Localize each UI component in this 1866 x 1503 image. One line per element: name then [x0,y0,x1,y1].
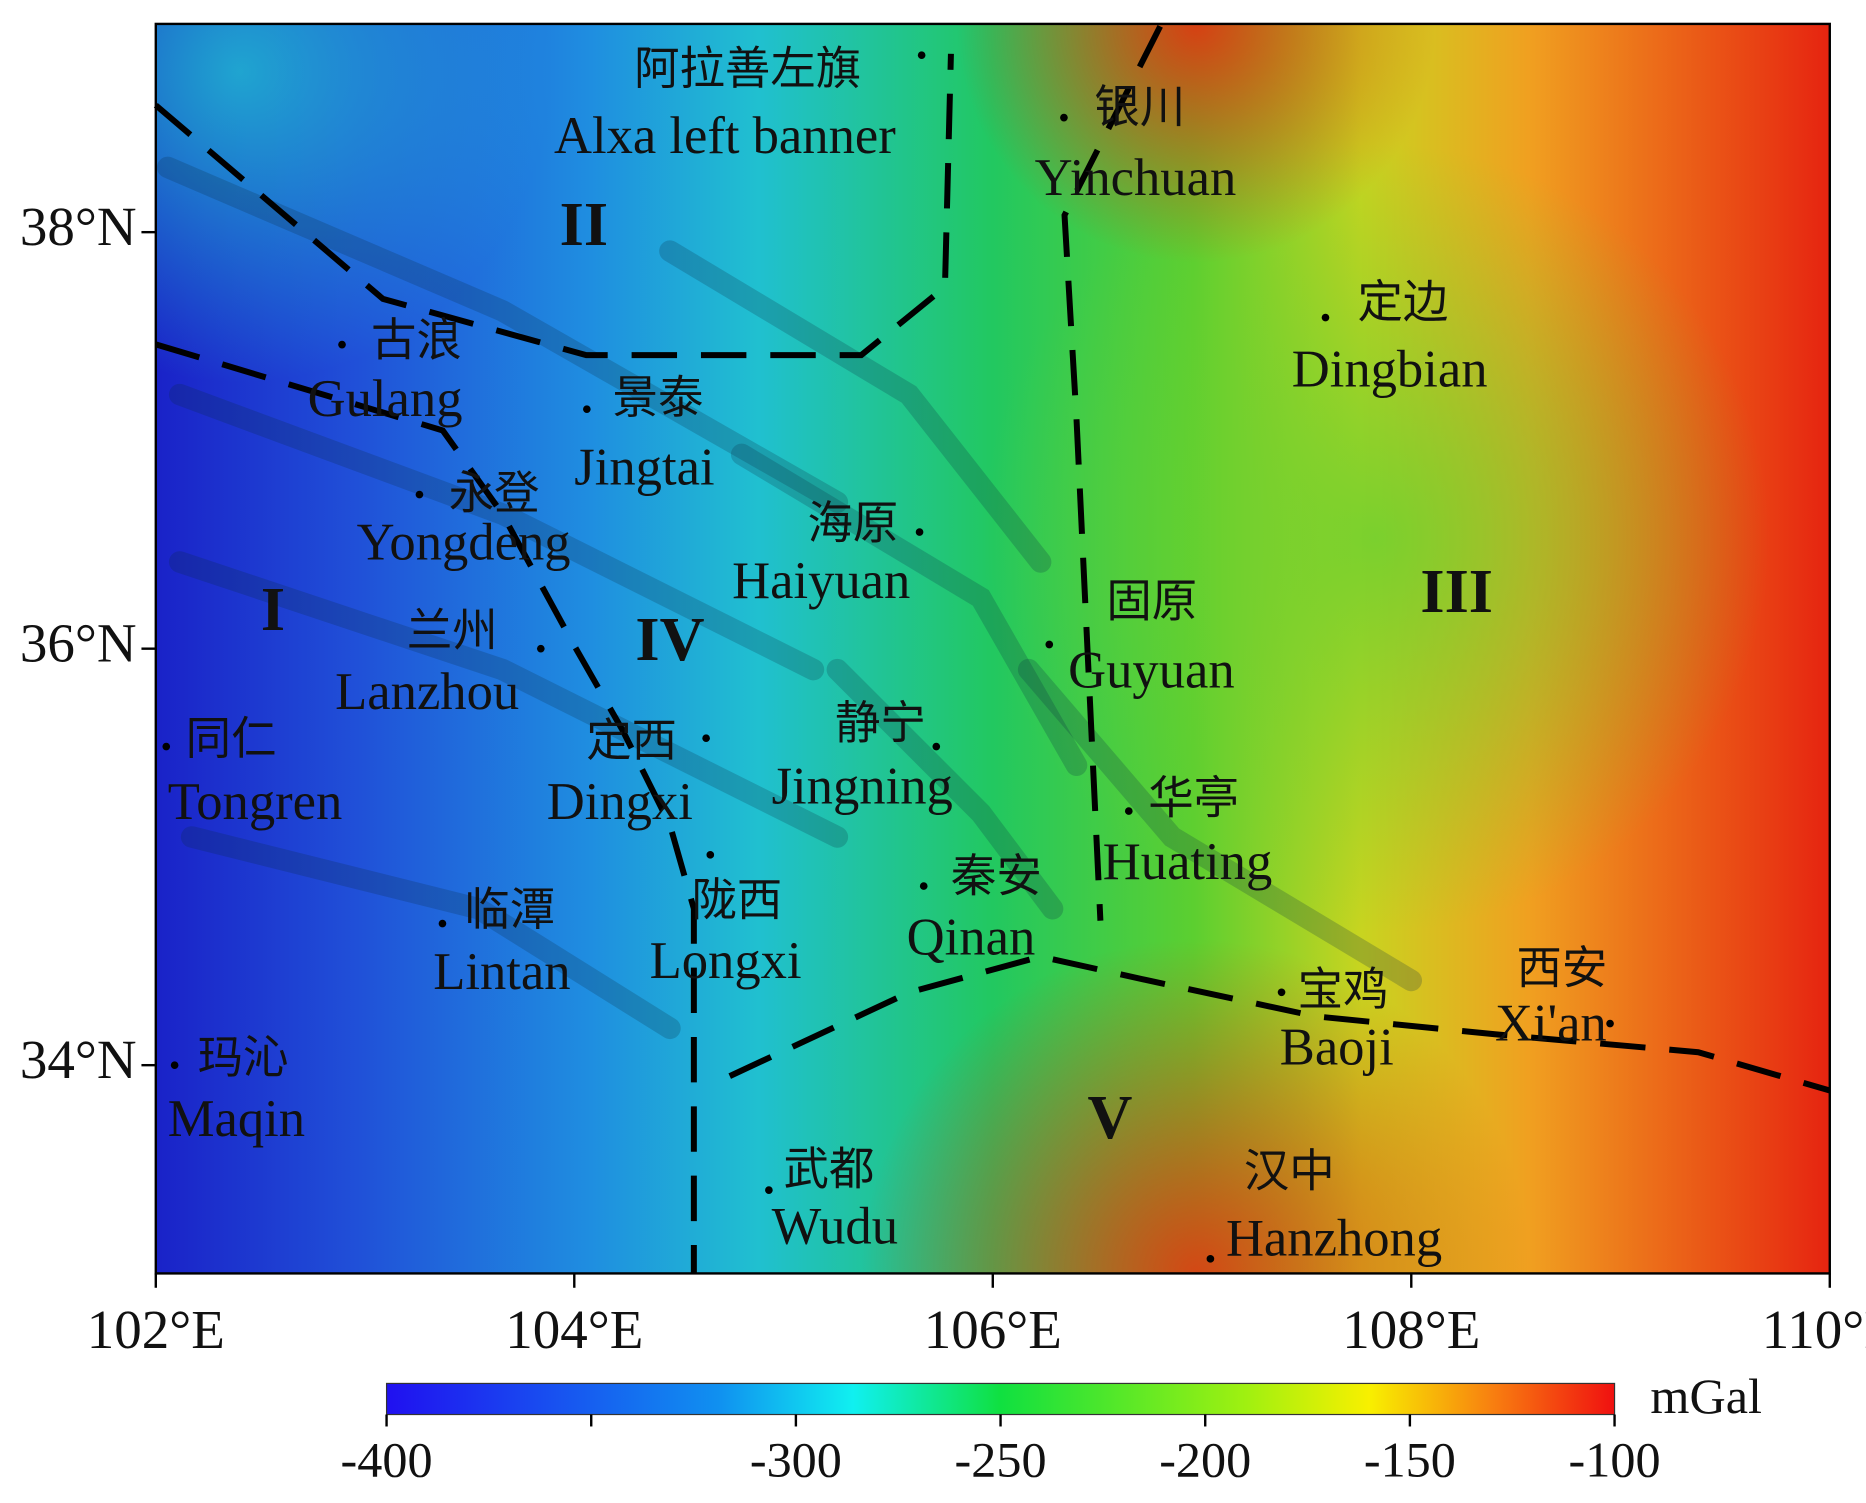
x-tick-label: 110°E [1762,1299,1866,1360]
region-label: I [261,576,285,644]
place-dot [702,734,710,743]
place-name: Hanzhong [1226,1210,1442,1268]
place-name: Alxa left banner [554,107,896,165]
colorbar-tick-label: -400 [341,1431,433,1487]
place-dot [1277,988,1286,997]
place-dot [1060,113,1068,122]
x-tick-label: 108°E [1342,1299,1480,1360]
place-dot [170,1061,179,1069]
place-dot [415,490,424,499]
place-name: Jingning [772,758,953,816]
x-tick-label: 104°E [505,1299,643,1360]
place-name-zh: 玛沁 [198,1031,289,1084]
place-name: Yongdeng [357,514,571,572]
place-dot [915,528,924,536]
colorbar-unit: mGal [1650,1368,1762,1424]
place-dot [1045,640,1054,649]
place-name: Gulang [308,370,463,428]
region-label: IV [635,606,704,674]
colorbar-tick-label: -250 [955,1431,1047,1487]
colorbar [385,1382,1616,1416]
y-tick-label: 34°N [20,1029,137,1090]
place-name-zh: 静宁 [835,696,926,749]
place-name: Yinchuan [1035,149,1237,207]
place-dot [1124,807,1133,815]
place-dot [919,882,928,890]
place-name-zh: 阿拉善左旗 [634,42,861,95]
place-name-zh: 海原 [807,497,898,550]
x-tick-label: 106°E [924,1299,1062,1360]
place-name: Huating [1103,833,1273,891]
place-dot [536,644,545,653]
place-name-zh: 汉中 [1244,1145,1335,1198]
place-dot [438,919,447,928]
place-name: Wudu [772,1198,898,1256]
place-name-zh: 定西 [586,714,677,767]
place-dot [1606,1019,1614,1028]
place-name: Dingxi [547,773,693,831]
y-tick-label: 38°N [20,196,137,257]
place-name-zh: 陇西 [691,873,782,926]
place-name: Lintan [433,943,570,1001]
place-name-zh: 银川 [1094,81,1185,134]
place-dot [765,1186,773,1194]
place-dot [162,742,171,751]
place-dot [1321,313,1330,322]
region-label: V [1088,1084,1133,1152]
place-name-zh: 景泰 [613,371,704,424]
region-label: III [1420,558,1493,626]
place-name: Qinan [907,908,1036,966]
place-name: Jingtai [574,438,714,496]
place-name-zh: 秦安 [951,849,1042,902]
place-name: Longxi [650,932,802,990]
region-label: II [560,191,608,259]
tectonic-boundaries [153,24,1831,1274]
place-name: Dingbian [1292,340,1488,398]
x-tick-label: 102°E [87,1299,225,1360]
place-name-zh: 宝鸡 [1298,963,1389,1016]
place-name-zh: 兰州 [407,604,498,657]
place-name: Tongren [168,773,343,831]
place-name-zh: 定边 [1357,275,1448,328]
colorbar-tick-label: -150 [1364,1431,1456,1487]
place-name: Lanzhou [335,663,519,721]
place-dot [917,51,926,59]
place-dot [338,340,346,349]
place-name-zh: 古浪 [371,314,462,367]
place-name-zh: 临潭 [464,883,555,936]
field-image [155,23,1830,1274]
place-name-zh: 武都 [784,1142,875,1195]
place-name: Maqin [168,1090,305,1148]
place-name: Xi'an [1495,994,1607,1052]
place-name-zh: 固原 [1106,574,1197,627]
colorbar-tick-label: -300 [750,1431,842,1487]
colorbar-tick-label: -200 [1159,1431,1251,1487]
place-name-zh: 同仁 [186,712,277,765]
place-name-zh: 西安 [1517,941,1608,994]
place-name: Baoji [1280,1018,1394,1076]
place-name-zh: 华亭 [1148,772,1239,825]
y-tick-label: 36°N [20,612,137,673]
place-name-zh: 永登 [449,467,540,520]
place-name: Haiyuan [732,552,910,610]
place-name: Guyuan [1068,642,1235,700]
place-dot [706,851,715,859]
place-dot [932,742,941,751]
place-dot [583,405,591,414]
colorbar-tick-label: -100 [1569,1431,1661,1487]
place-dot [1206,1255,1215,1263]
